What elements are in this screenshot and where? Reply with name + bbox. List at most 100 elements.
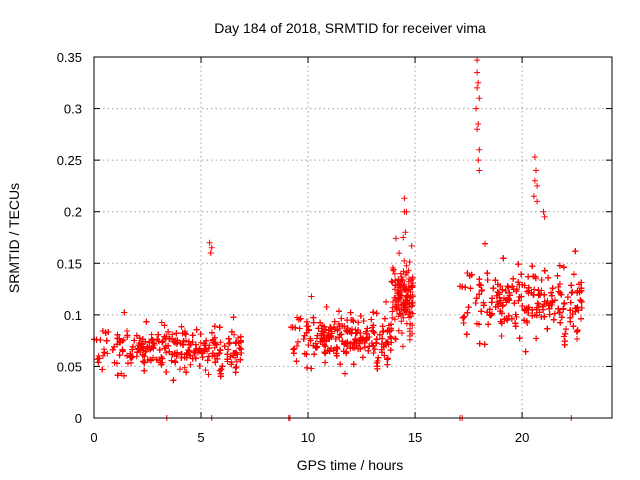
data-point bbox=[531, 312, 538, 318]
data-point bbox=[301, 332, 308, 339]
data-point bbox=[105, 329, 112, 335]
data-point bbox=[475, 79, 482, 86]
data-point bbox=[529, 306, 535, 313]
data-point bbox=[357, 345, 364, 352]
data-point bbox=[212, 359, 219, 366]
data-point bbox=[228, 361, 235, 368]
data-point bbox=[515, 297, 522, 304]
data-point bbox=[397, 278, 404, 285]
data-point bbox=[166, 335, 173, 342]
data-point bbox=[459, 314, 466, 321]
data-point bbox=[519, 282, 526, 288]
data-point bbox=[406, 328, 413, 335]
y-tick-label: 0 bbox=[75, 411, 82, 426]
data-point bbox=[468, 271, 475, 278]
data-point bbox=[555, 288, 562, 295]
data-point bbox=[545, 274, 552, 281]
y-tick-label: 0.05 bbox=[57, 359, 82, 374]
data-point bbox=[381, 352, 388, 359]
x-tick-label: 15 bbox=[408, 430, 422, 445]
data-point bbox=[574, 336, 580, 342]
data-point bbox=[400, 343, 406, 350]
data-point bbox=[201, 340, 208, 347]
data-point bbox=[197, 339, 204, 346]
data-point bbox=[238, 346, 245, 353]
data-point bbox=[121, 372, 127, 379]
data-point bbox=[230, 352, 237, 359]
y-axis: 0 0.05 0.1 0.15 0.2 0.25 0.3 0.35 bbox=[57, 50, 612, 426]
data-point bbox=[183, 354, 190, 361]
data-point bbox=[405, 283, 412, 290]
data-point bbox=[201, 348, 208, 355]
data-point bbox=[391, 270, 398, 277]
data-point bbox=[568, 290, 575, 296]
data-point bbox=[348, 317, 355, 323]
data-point bbox=[570, 323, 577, 330]
data-point bbox=[209, 329, 215, 336]
data-point bbox=[401, 257, 408, 264]
data-point bbox=[109, 346, 116, 353]
data-point bbox=[154, 336, 161, 343]
data-point bbox=[311, 351, 318, 358]
data-point bbox=[101, 349, 108, 356]
data-point bbox=[379, 323, 386, 330]
data-point bbox=[141, 359, 148, 366]
data-point bbox=[495, 303, 502, 310]
data-point bbox=[224, 358, 231, 365]
data-point bbox=[475, 121, 482, 127]
data-point bbox=[534, 182, 541, 189]
data-point bbox=[541, 313, 548, 320]
data-point bbox=[459, 283, 466, 290]
data-point bbox=[124, 332, 131, 339]
data-point bbox=[347, 309, 354, 316]
data-point bbox=[489, 295, 496, 302]
data-point bbox=[563, 326, 569, 333]
data-point bbox=[129, 343, 136, 350]
data-point bbox=[529, 263, 536, 270]
data-point bbox=[556, 281, 563, 287]
data-point bbox=[310, 314, 317, 321]
data-point bbox=[478, 287, 485, 294]
data-point bbox=[474, 57, 481, 64]
data-point bbox=[142, 348, 149, 355]
data-point bbox=[192, 355, 199, 362]
data-point bbox=[510, 275, 517, 282]
data-point bbox=[201, 346, 208, 353]
data-point bbox=[464, 270, 471, 276]
data-point bbox=[333, 350, 340, 357]
data-point bbox=[187, 361, 194, 368]
data-point bbox=[400, 234, 407, 241]
data-point bbox=[158, 319, 165, 326]
data-point bbox=[481, 341, 488, 348]
data-points bbox=[91, 57, 585, 421]
data-point bbox=[313, 344, 320, 351]
data-point bbox=[395, 313, 402, 320]
data-point bbox=[506, 297, 513, 304]
data-point bbox=[114, 372, 121, 379]
data-point bbox=[146, 345, 153, 351]
data-point bbox=[497, 318, 504, 325]
data-point bbox=[571, 271, 577, 278]
data-point bbox=[564, 294, 571, 301]
data-point bbox=[387, 347, 394, 354]
data-point bbox=[153, 356, 160, 363]
data-point bbox=[384, 356, 391, 363]
data-point bbox=[518, 271, 525, 278]
data-point bbox=[131, 337, 138, 344]
data-point bbox=[304, 364, 311, 371]
data-point bbox=[357, 336, 364, 343]
data-point bbox=[128, 354, 135, 361]
data-point bbox=[334, 345, 341, 352]
x-axis: 0 5 10 15 20 bbox=[90, 57, 529, 445]
data-point bbox=[196, 345, 203, 352]
data-point bbox=[332, 336, 339, 342]
data-point bbox=[296, 325, 303, 332]
data-point bbox=[502, 288, 509, 294]
data-point bbox=[165, 328, 172, 335]
data-point bbox=[392, 336, 399, 343]
data-point bbox=[217, 373, 224, 380]
data-point bbox=[558, 291, 565, 298]
data-point bbox=[207, 250, 214, 256]
data-point bbox=[216, 350, 222, 357]
